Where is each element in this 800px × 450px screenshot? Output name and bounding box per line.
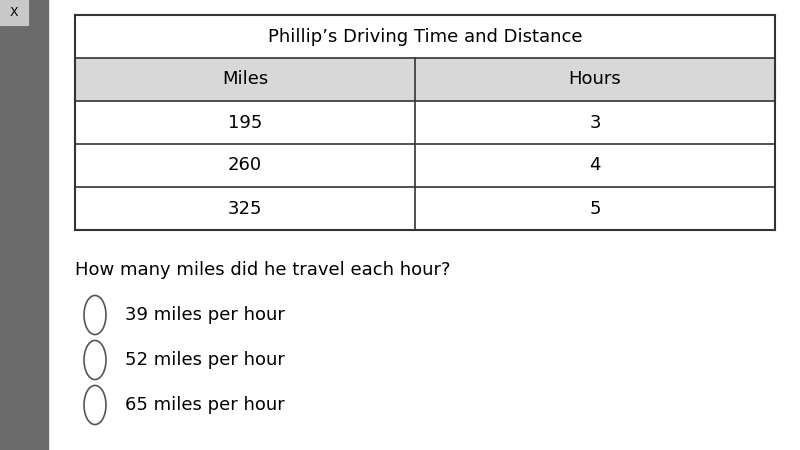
Text: 3: 3 — [590, 113, 601, 131]
Bar — [75, 15, 775, 58]
Text: 65 miles per hour: 65 miles per hour — [125, 396, 285, 414]
Text: 52 miles per hour: 52 miles per hour — [125, 351, 285, 369]
Text: 260: 260 — [228, 157, 262, 175]
Text: Miles: Miles — [222, 71, 268, 89]
Text: 325: 325 — [228, 199, 262, 217]
Bar — [75, 58, 775, 101]
Text: Hours: Hours — [569, 71, 622, 89]
Text: 4: 4 — [590, 157, 601, 175]
Bar — [0, 0, 48, 450]
Bar — [75, 144, 775, 187]
Bar — [75, 187, 775, 230]
Text: How many miles did he travel each hour?: How many miles did he travel each hour? — [75, 261, 450, 279]
Text: 195: 195 — [228, 113, 262, 131]
Bar — [0, 0, 28, 25]
Bar — [75, 101, 775, 144]
Text: X: X — [10, 6, 18, 19]
Text: Phillip’s Driving Time and Distance: Phillip’s Driving Time and Distance — [268, 27, 582, 45]
Text: 39 miles per hour: 39 miles per hour — [125, 306, 285, 324]
Text: 5: 5 — [590, 199, 601, 217]
